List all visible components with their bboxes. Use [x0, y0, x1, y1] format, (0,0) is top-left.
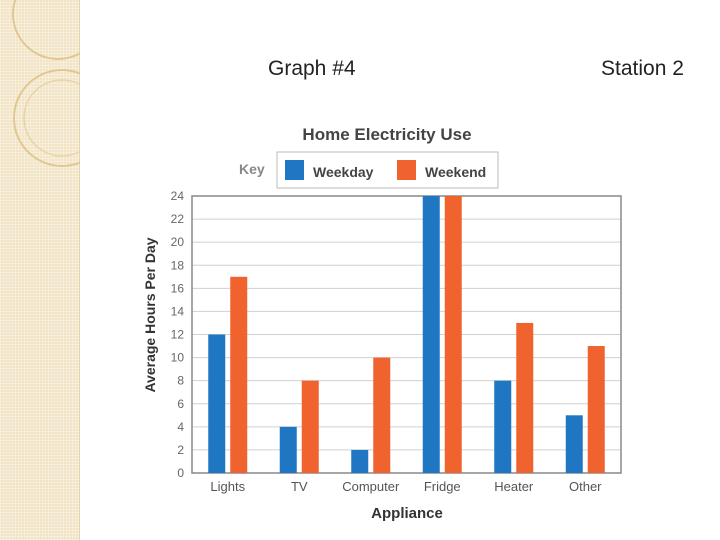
plot-frame — [191, 195, 622, 474]
bar-weekend-computer — [373, 357, 391, 473]
y-tick-label: 0 — [177, 466, 184, 480]
y-tick-label: 18 — [171, 258, 185, 272]
y-tick-label: 16 — [171, 281, 185, 295]
y-axis-label: Average Hours Per Day — [142, 237, 158, 392]
bar-weekend-heater — [516, 322, 534, 473]
x-tick-label: Fridge — [424, 479, 461, 494]
bar-chart: Home Electricity Use Key Weekday Weekend … — [142, 125, 622, 522]
bar-weekend-other — [587, 346, 605, 473]
x-tick-label: TV — [291, 479, 308, 494]
x-tick-label: Other — [569, 479, 602, 494]
graph-label: Graph #4 — [268, 57, 356, 80]
y-tick-label: 14 — [171, 304, 185, 318]
y-tick-label: 22 — [171, 212, 185, 226]
bar-weekday-tv — [279, 426, 297, 473]
bar-weekend-tv — [301, 380, 319, 473]
bar-weekend-lights — [230, 276, 248, 473]
y-tick-label: 10 — [171, 351, 185, 365]
decor-circle-2 — [13, 69, 80, 167]
x-axis-ticks: Lights TV Computer Fridge Heater Other — [210, 479, 602, 494]
y-tick-label: 4 — [177, 420, 184, 434]
bar-weekday-lights — [208, 334, 226, 473]
y-tick-label: 6 — [177, 397, 184, 411]
decor-circle-1 — [12, 0, 80, 60]
decorative-circles — [12, 0, 80, 167]
decorative-side-strip — [0, 0, 80, 540]
chart-grid — [191, 195, 622, 474]
y-tick-label: 24 — [171, 189, 185, 203]
y-tick-label: 2 — [177, 443, 184, 457]
chart-title: Home Electricity Use — [302, 125, 471, 144]
station-label: Station 2 — [601, 57, 684, 80]
legend-swatch-weekend — [397, 160, 416, 180]
bar-weekend-fridge — [444, 196, 462, 473]
legend-key-label: Key — [239, 161, 265, 177]
bar-weekday-fridge — [422, 196, 440, 473]
chart-bars — [208, 196, 605, 473]
legend-label-weekday: Weekday — [313, 164, 374, 180]
y-tick-label: 8 — [177, 374, 184, 388]
legend-box — [276, 151, 499, 189]
x-axis-label: Appliance — [371, 505, 443, 522]
decor-circle-3 — [23, 79, 80, 157]
x-tick-label: Heater — [494, 479, 534, 494]
bar-weekday-computer — [351, 449, 369, 473]
bar-weekday-other — [565, 415, 583, 473]
x-tick-label: Lights — [210, 479, 245, 494]
legend: Weekday Weekend — [285, 160, 486, 180]
legend-swatch-weekday — [285, 160, 304, 180]
bar-weekday-heater — [494, 380, 512, 473]
y-tick-label: 20 — [171, 235, 185, 249]
x-tick-label: Computer — [342, 479, 400, 494]
legend-label-weekend: Weekend — [425, 164, 486, 180]
y-tick-label: 12 — [171, 328, 185, 342]
